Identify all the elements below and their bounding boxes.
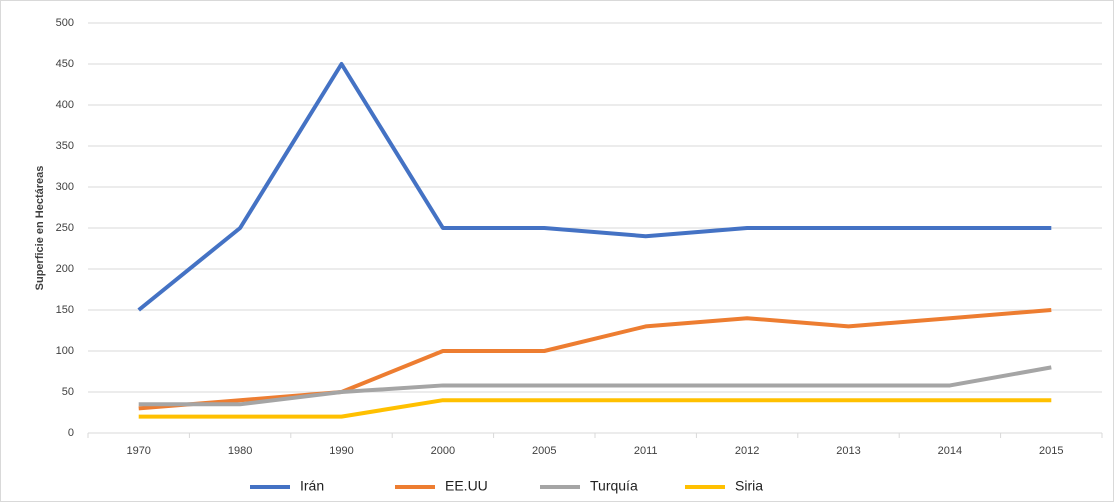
y-tick-label: 0 <box>68 427 74 439</box>
y-tick-label: 100 <box>56 345 74 357</box>
y-tick-label: 300 <box>56 181 74 193</box>
y-tick-label: 450 <box>56 58 74 70</box>
x-tick-label: 2013 <box>836 445 860 457</box>
legend-label: Siria <box>735 478 763 494</box>
y-axis-label: Superficie en Hectáreas <box>34 166 46 291</box>
y-tick-label: 150 <box>56 304 74 316</box>
legend-label: Irán <box>300 478 324 494</box>
y-tick-label: 50 <box>62 386 74 398</box>
y-tick-label: 400 <box>56 99 74 111</box>
x-tick-label: 2015 <box>1039 445 1063 457</box>
legend-label: Turquía <box>590 478 638 494</box>
y-tick-label: 350 <box>56 140 74 152</box>
x-tick-label: 1990 <box>329 445 353 457</box>
x-tick-label: 2011 <box>634 445 658 457</box>
x-tick-label: 1980 <box>228 445 252 457</box>
x-tick-label: 2005 <box>532 445 556 457</box>
y-tick-label: 200 <box>56 263 74 275</box>
series-line <box>137 62 1052 312</box>
x-tick-label: 1970 <box>126 445 150 457</box>
x-tick-label: 2000 <box>431 445 455 457</box>
series-line <box>138 398 1052 419</box>
y-tick-label: 250 <box>56 222 74 234</box>
x-tick-label: 2014 <box>938 445 962 457</box>
legend-label: EE.UU <box>445 478 488 494</box>
series-line <box>138 308 1052 411</box>
x-tick-label: 2012 <box>735 445 759 457</box>
y-tick-label: 500 <box>56 17 74 29</box>
series-line <box>138 365 1052 407</box>
